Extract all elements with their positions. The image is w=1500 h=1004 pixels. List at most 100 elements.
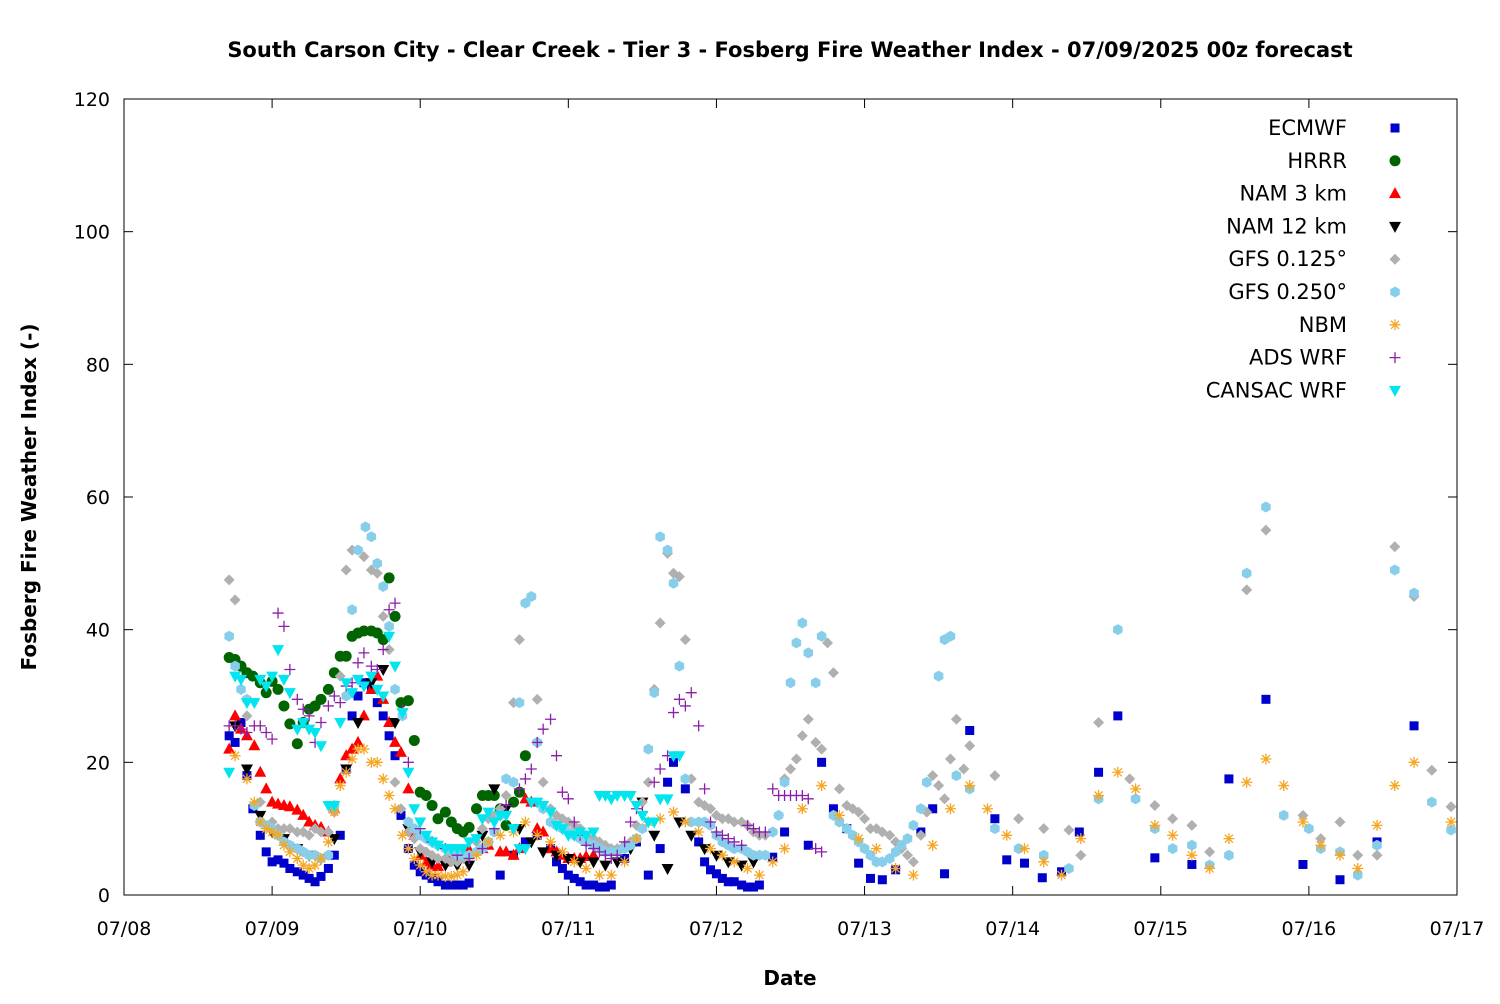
- data-point: [507, 824, 520, 836]
- data-point: [710, 850, 723, 862]
- y-tick-label: 0: [98, 885, 110, 907]
- data-point: [655, 844, 665, 854]
- data-point: [446, 880, 456, 890]
- data-point: [668, 757, 678, 767]
- data-point: [340, 678, 353, 690]
- data-point: [673, 693, 685, 705]
- data-point: [520, 837, 530, 847]
- data-point: [248, 796, 260, 808]
- data-point: [630, 800, 643, 812]
- data-point: [266, 826, 278, 838]
- data-point: [328, 800, 341, 812]
- data-point: [531, 797, 544, 809]
- data-point: [668, 577, 679, 589]
- data-point: [939, 793, 951, 805]
- data-point: [340, 564, 352, 576]
- data-point: [1039, 849, 1049, 861]
- x-tick-label: 07/08: [97, 918, 152, 940]
- data-point: [1167, 843, 1178, 855]
- data-point: [230, 660, 240, 672]
- data-point: [254, 810, 267, 822]
- data-point: [1204, 862, 1216, 874]
- legend-label: CANSAC WRF: [1206, 378, 1347, 402]
- data-point: [557, 863, 567, 873]
- data-point: [722, 833, 734, 845]
- data-point: [1093, 790, 1105, 801]
- data-point: [260, 681, 273, 693]
- data-point: [944, 803, 956, 815]
- data-point: [377, 773, 389, 785]
- x-tick-label: 07/10: [393, 918, 448, 940]
- data-point: [810, 843, 822, 855]
- data-point: [432, 869, 444, 881]
- data-point: [842, 823, 852, 835]
- data-point: [292, 867, 302, 877]
- data-point: [315, 717, 327, 729]
- data-point: [605, 853, 617, 865]
- data-point: [802, 713, 814, 725]
- data-point: [927, 839, 939, 851]
- data-point: [600, 882, 610, 892]
- data-point: [396, 829, 408, 841]
- data-point: [531, 829, 543, 841]
- legend-label: GFS 0.250°: [1228, 280, 1347, 304]
- data-point: [377, 664, 390, 676]
- legend-marker: [1389, 385, 1401, 397]
- data-point: [1038, 823, 1050, 835]
- data-point: [389, 661, 402, 673]
- data-point: [495, 870, 505, 880]
- data-point: [747, 857, 760, 869]
- data-point: [500, 799, 512, 811]
- data-point: [358, 743, 370, 755]
- data-point: [366, 531, 377, 543]
- legend-label: NBM: [1299, 313, 1347, 337]
- data-point: [796, 803, 808, 815]
- data-point: [346, 688, 359, 700]
- data-point: [537, 776, 549, 788]
- data-point: [663, 777, 673, 787]
- data-point: [545, 713, 557, 725]
- data-point: [1001, 829, 1013, 841]
- data-point: [940, 869, 950, 879]
- data-point: [544, 842, 557, 854]
- legend-label: ADS WRF: [1249, 346, 1347, 370]
- data-point: [531, 736, 543, 748]
- y-tick-label: 40: [86, 620, 110, 642]
- x-tick-label: 07/15: [1133, 918, 1188, 940]
- data-point: [907, 869, 919, 881]
- series-nbm: [229, 743, 1457, 882]
- data-point: [322, 826, 334, 838]
- data-point: [648, 776, 660, 788]
- data-point: [358, 551, 370, 563]
- data-point: [445, 870, 457, 882]
- data-point: [525, 763, 537, 775]
- data-point: [928, 804, 938, 814]
- data-point: [414, 817, 427, 829]
- data-point: [1315, 839, 1327, 851]
- data-point: [1167, 829, 1179, 841]
- data-point: [303, 724, 316, 736]
- data-point: [260, 726, 272, 738]
- data-point: [223, 742, 236, 754]
- data-point: [1037, 873, 1047, 883]
- data-point: [747, 823, 759, 835]
- y-tick-label: 100: [74, 222, 110, 244]
- data-point: [482, 836, 494, 848]
- data-point: [309, 727, 322, 739]
- data-point: [277, 674, 290, 686]
- data-point: [1372, 839, 1382, 851]
- data-point: [352, 718, 365, 730]
- data-point: [556, 846, 568, 858]
- data-point: [383, 644, 395, 656]
- data-point: [767, 783, 779, 795]
- data-point: [834, 816, 845, 828]
- data-point: [822, 637, 834, 649]
- data-point: [742, 819, 754, 831]
- data-point: [1094, 767, 1104, 777]
- data-point: [791, 637, 802, 649]
- data-point: [700, 857, 710, 867]
- data-point: [463, 860, 476, 872]
- data-point: [599, 860, 612, 872]
- data-point: [767, 856, 779, 868]
- data-point: [729, 877, 739, 887]
